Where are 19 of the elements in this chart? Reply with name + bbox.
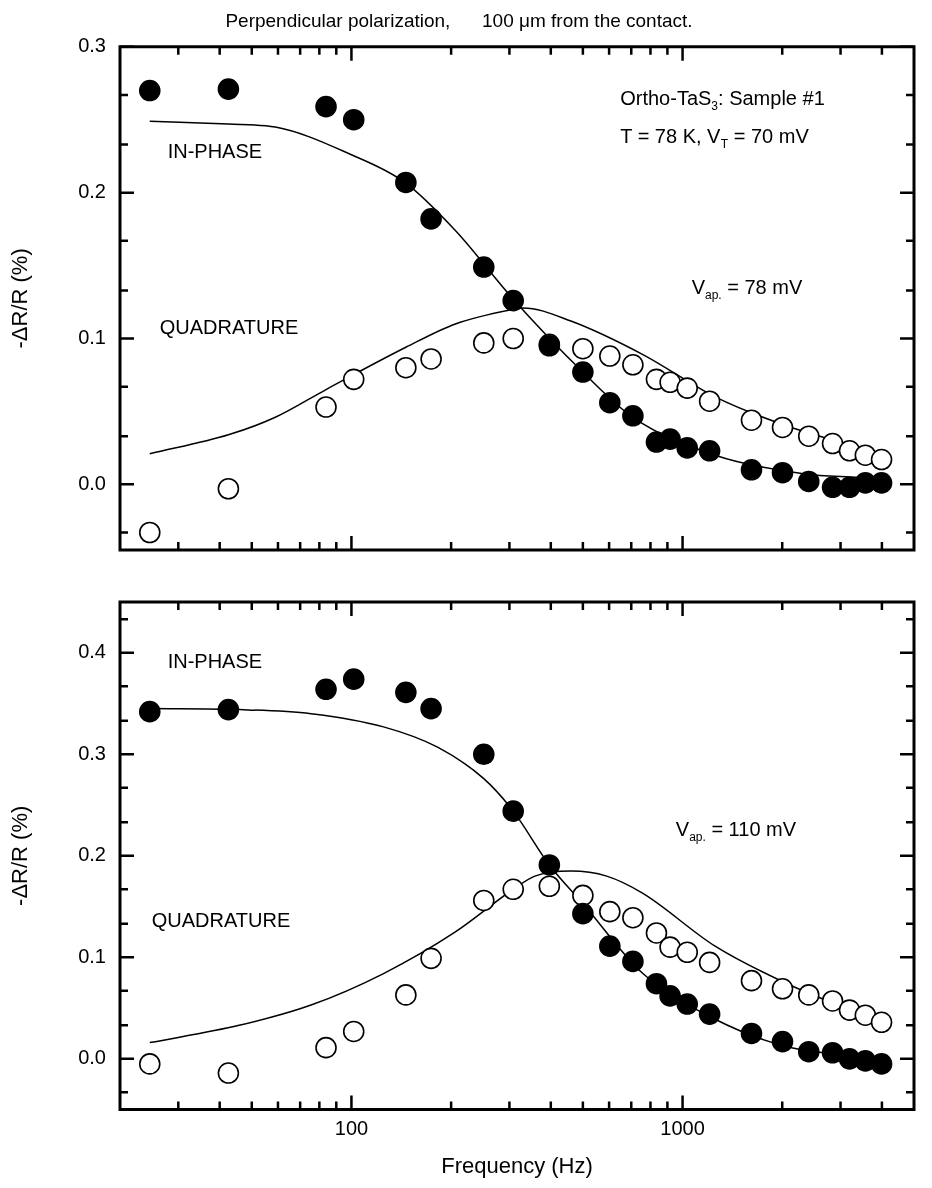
- y-axis-title: -ΔR/R (%): [7, 805, 33, 906]
- y-tick-label: 0.1: [78, 944, 106, 967]
- y-tick-label: 0.3: [78, 741, 106, 764]
- y-tick-label: 0.3: [78, 34, 106, 57]
- x-tick-label: 100: [334, 1117, 369, 1140]
- y-tick-label: 0.2: [78, 180, 106, 203]
- y-tick-label: 0.0: [78, 1046, 106, 1069]
- annotation: IN-PHASE: [167, 650, 263, 673]
- y-tick-label: 0.4: [78, 640, 106, 663]
- y-tick-label: 0.1: [78, 326, 106, 349]
- annotation: QUADRATURE: [151, 909, 291, 932]
- annotation: IN-PHASE: [167, 139, 263, 162]
- x-tick-label: 1000: [660, 1117, 705, 1140]
- y-tick-label: 0.2: [78, 843, 106, 866]
- y-tick-label: 0.0: [78, 471, 106, 494]
- annotation: QUADRATURE: [159, 316, 299, 339]
- chart-title: Perpendicular polarization, 100 μm from the contact.: [225, 9, 693, 31]
- y-axis-title: -ΔR/R (%): [7, 248, 33, 349]
- x-axis-title: Frequency (Hz): [441, 1152, 593, 1178]
